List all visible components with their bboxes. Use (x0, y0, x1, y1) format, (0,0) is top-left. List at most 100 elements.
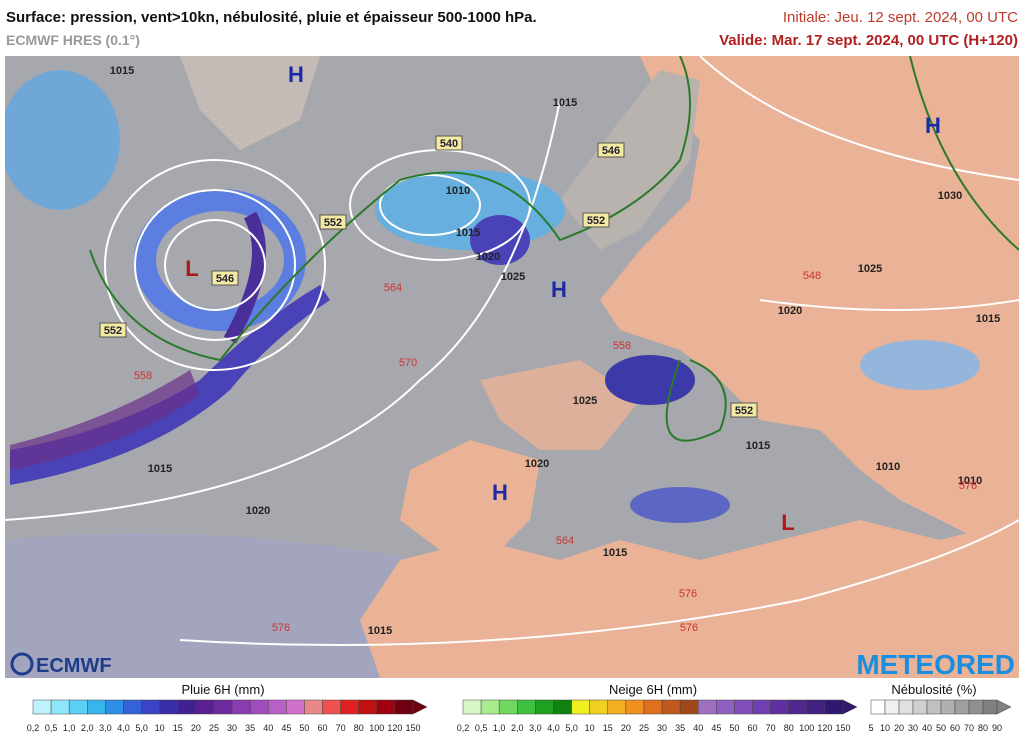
legend-label: 70 (336, 723, 346, 733)
legend-label: 30 (908, 723, 918, 733)
land-greenland (180, 56, 320, 150)
legend-swatch (625, 699, 645, 715)
legend-title: Nébulosité (%) (891, 682, 976, 697)
title: Surface: pression, vent>10kn, nébulosité… (6, 9, 537, 26)
low-center: L (185, 256, 198, 281)
isobar-label: 1020 (525, 458, 549, 470)
label-box (319, 214, 347, 230)
legend-label: 60 (748, 723, 758, 733)
legend-swatch (716, 699, 735, 715)
legend-swatch (304, 699, 323, 715)
high-center: H (288, 62, 304, 87)
legend-label: 10 (880, 723, 890, 733)
front-line (665, 359, 727, 442)
legend-label: 10 (585, 723, 595, 733)
legend-swatch (535, 699, 554, 715)
legend-swatch (679, 699, 699, 715)
legend-label: 40 (263, 723, 273, 733)
legend-swatch (940, 699, 956, 715)
legend-swatch (643, 699, 663, 715)
isobar-label: 1025 (501, 271, 525, 283)
legend-title: Neige 6H (mm) (609, 682, 697, 697)
legend-label: 45 (711, 723, 721, 733)
isobar-label: 1015 (368, 625, 392, 637)
legend-label: 70 (964, 723, 974, 733)
legend-label: 150 (835, 723, 850, 733)
legend-swatch (553, 699, 572, 715)
label-box (211, 270, 239, 286)
front-line (89, 56, 691, 362)
isobar-label: 1020 (476, 251, 500, 263)
legend-label: 0,5 (45, 723, 58, 733)
high-center: H (551, 277, 567, 302)
legend-swatch (734, 699, 753, 715)
legend-label: 90 (992, 723, 1002, 733)
isobar-label: 1015 (456, 227, 480, 239)
legend-label: 3,0 (99, 723, 112, 733)
legend-label: 40 (693, 723, 703, 733)
isobar-label: 1010 (958, 475, 982, 487)
rain-med (630, 487, 730, 523)
legend-swatch (87, 699, 106, 715)
legend-label: 70 (766, 723, 776, 733)
legend-label: 1,0 (63, 723, 76, 733)
legend-swatch (105, 699, 124, 715)
isobar-label: 1020 (778, 305, 802, 317)
legend-label: 150 (405, 723, 420, 733)
high-center: H (492, 480, 508, 505)
legend-swatch (661, 699, 681, 715)
legend-swatch (249, 699, 269, 715)
thickness-label: 558 (613, 340, 631, 352)
thickness-box-label: 552 (324, 217, 342, 229)
front-line (909, 56, 1019, 251)
legend-swatch (358, 699, 378, 715)
legend-label: 25 (639, 723, 649, 733)
label-box (99, 322, 127, 338)
legend-swatch (68, 699, 88, 715)
thickness-label: 576 (680, 622, 698, 634)
legend-label: 3,0 (529, 723, 542, 733)
legend-swatch (376, 699, 396, 715)
isobar-label: 1020 (246, 505, 270, 517)
thickness-label: 558 (134, 370, 152, 382)
legend-swatch (912, 699, 928, 715)
land-france (480, 360, 640, 450)
land-scandinavia (560, 70, 700, 250)
legend-swatch (770, 699, 789, 715)
map: HHHHLL1015103010251020101510251015101010… (5, 56, 1019, 678)
legend-swatch (231, 699, 251, 715)
legend-swatch (340, 699, 359, 715)
rain-spiral-core (223, 211, 266, 344)
initial-time: Initiale: Jeu. 12 sept. 2024, 00 UTC (783, 9, 1018, 26)
low-center: L (781, 510, 794, 535)
legend-label: 120 (817, 723, 832, 733)
legend-label: 100 (799, 723, 814, 733)
rain-black-sea (860, 340, 980, 390)
legend-swatch (752, 699, 771, 715)
legend-swatch (322, 699, 341, 715)
isobar-label: 1015 (110, 65, 134, 77)
legend-label: 80 (354, 723, 364, 733)
label-box (582, 212, 610, 228)
thickness-box-label: 552 (735, 405, 753, 417)
legend-swatch (517, 699, 536, 715)
legend-label: 5,0 (565, 723, 578, 733)
isobar-label: 1015 (148, 463, 172, 475)
legend-swatch (884, 699, 900, 715)
isobar-label: 1015 (603, 547, 627, 559)
legend-label: 0,2 (27, 723, 40, 733)
legend-label: 25 (209, 723, 219, 733)
legend-swatch (141, 699, 160, 715)
legend-label: 20 (621, 723, 631, 733)
thickness-label: 564 (384, 282, 402, 294)
legend-label: 15 (173, 723, 183, 733)
isobar-label: 1030 (938, 190, 962, 202)
thickness-label: 564 (556, 535, 574, 547)
legend-label: 100 (369, 723, 384, 733)
isobar-label: 1015 (553, 97, 577, 109)
legend-arrow (842, 699, 858, 715)
legend-label: 50 (729, 723, 739, 733)
legend-swatch (788, 699, 808, 715)
label-box (435, 135, 463, 151)
